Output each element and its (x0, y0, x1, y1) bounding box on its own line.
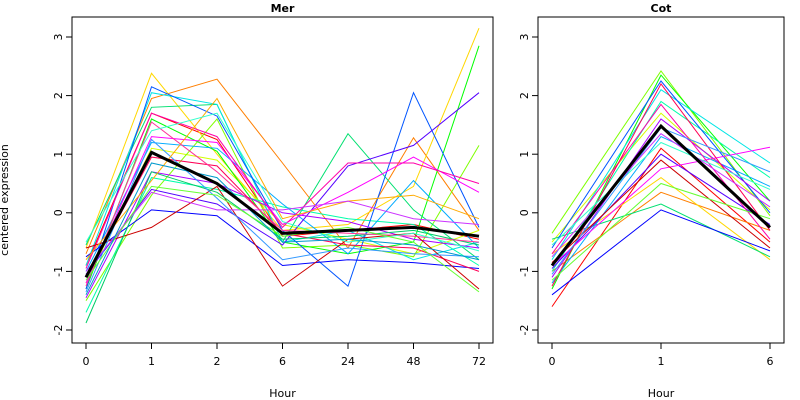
series-line (551, 70, 771, 234)
series-line (85, 162, 480, 296)
series-line (85, 112, 480, 269)
series-line (85, 92, 480, 275)
series-line (551, 203, 771, 258)
series-line (85, 185, 480, 293)
y-tick-label: 2 (518, 92, 531, 99)
x-tick-label: 1 (148, 355, 155, 368)
series-line (85, 97, 480, 261)
x-tick-label: 6 (767, 355, 774, 368)
y-tick-label: -1 (52, 266, 65, 277)
mean-series-line (550, 123, 772, 267)
series-line (85, 177, 480, 313)
series-line (551, 135, 771, 284)
series-line (551, 74, 771, 290)
series-line (551, 80, 771, 249)
panel-mer: Mer -2 -1 0 1 2 3 0 1 2 6 24 48 72 Hour (52, 2, 494, 400)
y-tick-label: 2 (52, 92, 65, 99)
x-tick-label: 2 (214, 355, 221, 368)
x-tick-label: 72 (472, 355, 486, 368)
y-tick-label: -2 (518, 325, 531, 336)
y-tick-label: 1 (518, 151, 531, 158)
x-tick-label: 1 (658, 355, 665, 368)
x-tick-label: 0 (549, 355, 556, 368)
series-line (85, 78, 480, 254)
series-line (551, 88, 771, 260)
x-tick-label: 48 (407, 355, 421, 368)
series-line (85, 121, 480, 287)
y-tick-label: 0 (52, 209, 65, 216)
chart-title: Cot (651, 2, 672, 15)
y-tick-label: 3 (518, 34, 531, 41)
series-line (551, 146, 771, 266)
series-line (85, 138, 480, 293)
series-line (551, 147, 771, 307)
x-axis-label: Hour (269, 387, 296, 400)
series-line (85, 171, 480, 324)
series-line (85, 136, 480, 284)
series-line (551, 182, 771, 281)
y-tick-label: 1 (52, 151, 65, 158)
series-line (85, 141, 480, 272)
series-line (551, 100, 771, 272)
x-tick-label: 24 (341, 355, 355, 368)
series-line (85, 118, 480, 301)
series-line (85, 191, 480, 272)
series-line (551, 112, 771, 243)
y-tick-label: -2 (52, 325, 65, 336)
y-axis-label: centered expression (0, 144, 11, 256)
series-line (551, 141, 771, 246)
y-tick-label: 0 (518, 209, 531, 216)
series-line (551, 209, 771, 296)
series-line (85, 209, 480, 269)
x-tick-label: 0 (83, 355, 90, 368)
chart-title: Mer (271, 2, 295, 15)
x-axis-label: Hour (648, 387, 675, 400)
series-line (551, 133, 771, 258)
plot-frame (71, 16, 494, 344)
mean-series-line (84, 150, 480, 278)
series-line (551, 191, 771, 272)
y-tick-label: -1 (518, 266, 531, 277)
panel-cot: Cot -2 -1 0 1 2 3 0 1 6 Hour (518, 2, 785, 400)
y-tick-label: 3 (52, 34, 65, 41)
x-tick-label: 6 (279, 355, 286, 368)
series-line (551, 159, 771, 263)
series-line (85, 112, 480, 252)
series-line (551, 127, 771, 275)
series-line (85, 185, 480, 290)
series-line (551, 153, 771, 269)
